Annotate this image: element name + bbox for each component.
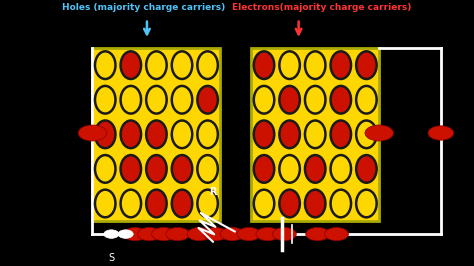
Circle shape	[123, 227, 147, 241]
Ellipse shape	[197, 190, 218, 217]
Circle shape	[428, 126, 454, 140]
Ellipse shape	[120, 155, 141, 183]
Circle shape	[256, 227, 280, 241]
Ellipse shape	[95, 190, 116, 217]
Circle shape	[365, 125, 393, 141]
Ellipse shape	[197, 51, 218, 79]
Text: S: S	[109, 253, 114, 263]
Circle shape	[187, 227, 211, 241]
Circle shape	[273, 227, 296, 241]
Ellipse shape	[305, 155, 326, 183]
Ellipse shape	[356, 155, 377, 183]
Circle shape	[325, 227, 348, 241]
Ellipse shape	[146, 155, 167, 183]
Ellipse shape	[254, 120, 274, 148]
Text: Holes (majority charge carriers): Holes (majority charge carriers)	[62, 3, 225, 13]
Ellipse shape	[172, 120, 192, 148]
Circle shape	[152, 227, 175, 241]
Ellipse shape	[120, 190, 141, 217]
Circle shape	[137, 227, 161, 241]
Ellipse shape	[305, 86, 326, 114]
Circle shape	[118, 230, 133, 238]
Ellipse shape	[254, 155, 274, 183]
Ellipse shape	[172, 190, 192, 217]
Circle shape	[220, 227, 244, 241]
Ellipse shape	[305, 51, 326, 79]
Ellipse shape	[120, 120, 141, 148]
Bar	[92, 48, 220, 221]
Circle shape	[306, 227, 329, 241]
Ellipse shape	[305, 120, 326, 148]
Ellipse shape	[279, 190, 300, 217]
Ellipse shape	[146, 51, 167, 79]
Text: Electrons(majority charge carriers): Electrons(majority charge carriers)	[232, 3, 411, 13]
Ellipse shape	[197, 120, 218, 148]
Ellipse shape	[146, 86, 167, 114]
Ellipse shape	[279, 155, 300, 183]
Circle shape	[78, 125, 107, 141]
Text: R: R	[210, 187, 217, 197]
Ellipse shape	[279, 51, 300, 79]
Circle shape	[204, 227, 228, 241]
Circle shape	[166, 227, 190, 241]
Ellipse shape	[356, 190, 377, 217]
Ellipse shape	[330, 155, 351, 183]
Ellipse shape	[254, 190, 274, 217]
Ellipse shape	[146, 190, 167, 217]
Ellipse shape	[330, 120, 351, 148]
Circle shape	[104, 230, 119, 238]
Ellipse shape	[279, 120, 300, 148]
Ellipse shape	[356, 51, 377, 79]
Ellipse shape	[279, 86, 300, 114]
Ellipse shape	[330, 51, 351, 79]
Ellipse shape	[95, 51, 116, 79]
Circle shape	[237, 227, 261, 241]
Ellipse shape	[254, 51, 274, 79]
Bar	[251, 48, 379, 221]
Ellipse shape	[172, 86, 192, 114]
Ellipse shape	[95, 120, 116, 148]
Ellipse shape	[254, 86, 274, 114]
Ellipse shape	[305, 190, 326, 217]
Ellipse shape	[356, 86, 377, 114]
Ellipse shape	[197, 86, 218, 114]
Ellipse shape	[330, 86, 351, 114]
Ellipse shape	[197, 155, 218, 183]
Text: -: -	[299, 228, 303, 240]
Ellipse shape	[356, 120, 377, 148]
Ellipse shape	[172, 155, 192, 183]
Ellipse shape	[120, 86, 141, 114]
Ellipse shape	[146, 120, 167, 148]
Ellipse shape	[172, 51, 192, 79]
Ellipse shape	[95, 86, 116, 114]
Ellipse shape	[95, 155, 116, 183]
Ellipse shape	[120, 51, 141, 79]
Ellipse shape	[330, 190, 351, 217]
